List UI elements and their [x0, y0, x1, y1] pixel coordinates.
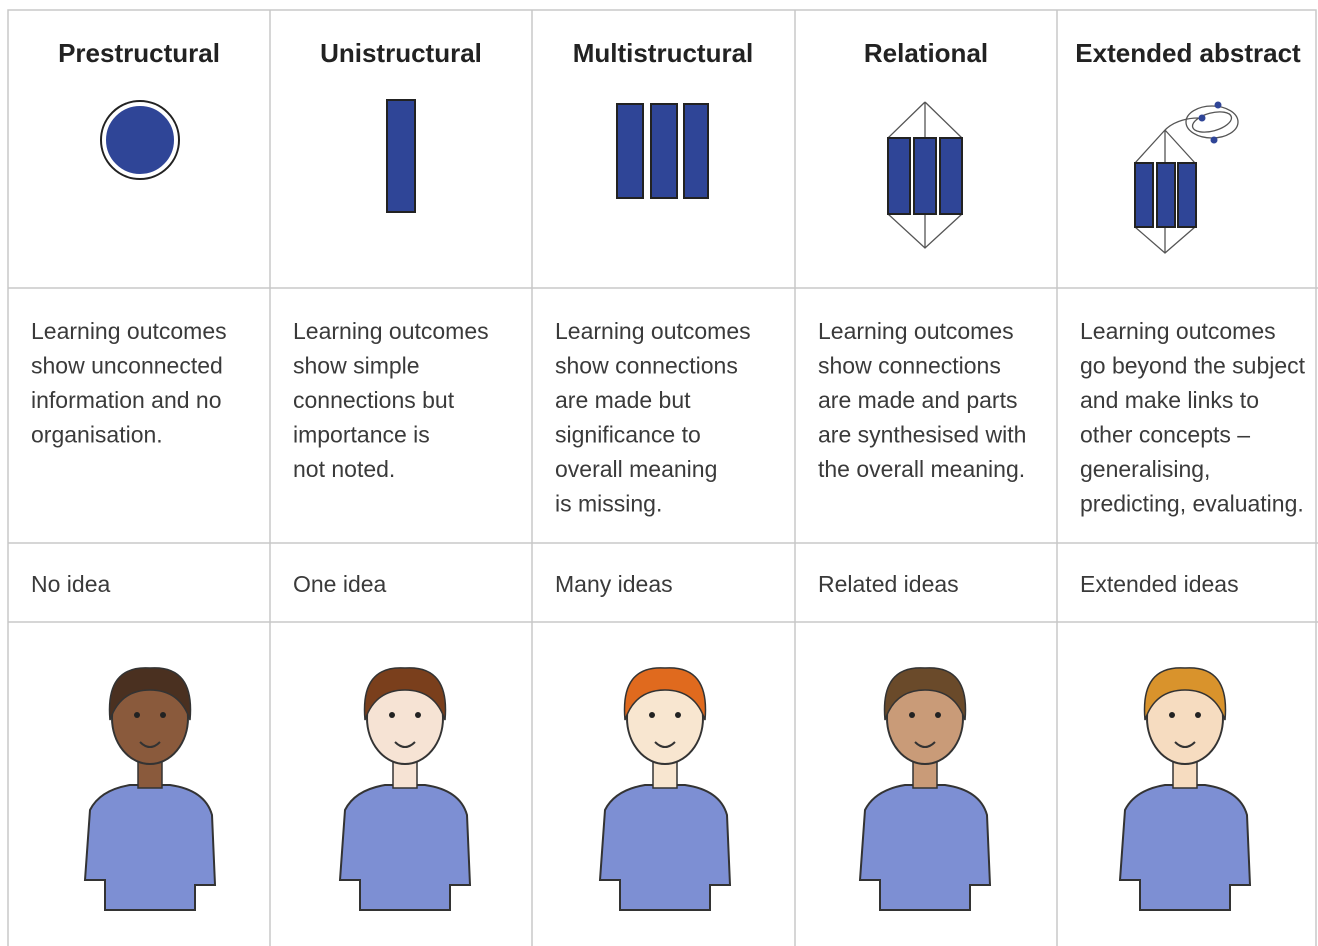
- description-line: Learning outcomes: [31, 318, 227, 344]
- illustrations: [83, 667, 1252, 911]
- hair: [363, 667, 447, 721]
- description-line: and make links to: [1080, 387, 1259, 413]
- idea-label: No idea: [31, 571, 110, 597]
- description-line: the overall meaning.: [818, 456, 1025, 482]
- mouth: [1174, 741, 1196, 748]
- icons: [100, 99, 1239, 254]
- description-line: show connections: [555, 353, 738, 379]
- description-line: organisation.: [31, 422, 163, 448]
- description-line: significance to: [555, 422, 701, 448]
- description-line: importance is: [293, 422, 430, 448]
- person: [338, 667, 472, 911]
- hair: [108, 667, 192, 721]
- column-title: Extended abstract: [1075, 38, 1301, 68]
- description-line: are synthesised with: [818, 422, 1026, 448]
- column-title: Prestructural: [58, 38, 220, 68]
- hair: [883, 667, 967, 721]
- eye: [134, 712, 140, 718]
- shirt: [598, 784, 732, 911]
- idea-label: One idea: [293, 571, 387, 597]
- mouth: [139, 741, 161, 748]
- description-line: other concepts –: [1080, 422, 1250, 448]
- eye: [675, 712, 681, 718]
- description-line: are made but: [555, 387, 691, 413]
- table-grid: [7, 9, 1318, 946]
- person: [858, 667, 992, 911]
- eye: [935, 712, 941, 718]
- eye: [909, 712, 915, 718]
- person: [598, 667, 732, 911]
- column-title: Unistructural: [320, 38, 482, 68]
- eye: [160, 712, 166, 718]
- eye: [649, 712, 655, 718]
- description-line: Learning outcomes: [1080, 318, 1276, 344]
- column-title: Multistructural: [573, 38, 754, 68]
- description-line: Learning outcomes: [555, 318, 751, 344]
- description-line: information and no: [31, 387, 222, 413]
- shirt: [338, 784, 472, 911]
- eye: [1195, 712, 1201, 718]
- description-line: overall meaning: [555, 456, 717, 482]
- idea-label: Extended ideas: [1080, 571, 1239, 597]
- eye: [415, 712, 421, 718]
- person: [83, 667, 217, 911]
- shirt: [1118, 784, 1252, 911]
- description-line: is missing.: [555, 491, 662, 517]
- person: [1118, 667, 1252, 911]
- idea-label: Many ideas: [555, 571, 673, 597]
- description-line: Learning outcomes: [818, 318, 1014, 344]
- neck: [652, 759, 678, 789]
- mouth: [914, 741, 936, 748]
- description-line: go beyond the subject: [1080, 353, 1306, 379]
- eye: [389, 712, 395, 718]
- eye: [1169, 712, 1175, 718]
- description-line: show unconnected: [31, 353, 223, 379]
- description-line: generalising,: [1080, 456, 1210, 482]
- description-line: predicting, evaluating.: [1080, 491, 1304, 517]
- shirt: [83, 784, 217, 911]
- mouth: [654, 741, 676, 748]
- column-title: Relational: [864, 38, 988, 68]
- hair: [623, 667, 707, 721]
- description-line: show connections: [818, 353, 1001, 379]
- hair: [1143, 667, 1227, 721]
- description-line: Learning outcomes: [293, 318, 489, 344]
- description-line: not noted.: [293, 456, 395, 482]
- description-line: connections but: [293, 387, 455, 413]
- idea-label: Related ideas: [818, 571, 959, 597]
- shirt: [858, 784, 992, 911]
- mouth: [394, 741, 416, 748]
- description-line: are made and parts: [818, 387, 1017, 413]
- description-line: show simple: [293, 353, 420, 379]
